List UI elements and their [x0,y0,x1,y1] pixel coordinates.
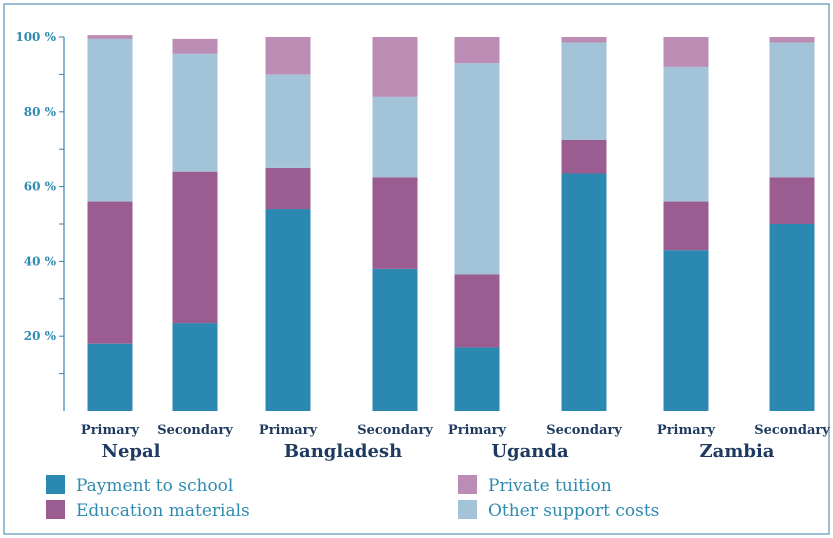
y-tick-label: 60 % [24,180,57,194]
x-category-label: Primary [81,423,140,438]
x-category-label: Secondary [754,423,830,438]
bar-segment [265,74,311,168]
x-group-label: Bangladesh [284,441,402,462]
legend: Payment to school Education materials Priv… [46,475,659,521]
x-category-label: Primary [259,423,318,438]
bar-segment [769,37,815,43]
bar-segment [372,96,418,178]
bar-segment [454,347,500,411]
bar-segment [561,139,607,174]
legend-label: Other support costs [488,501,659,521]
bar-segment [372,37,418,97]
x-category-label: Primary [657,423,716,438]
legend-swatch [46,500,65,519]
bar-segment [372,268,418,411]
x-group-label: Nepal [102,441,161,462]
bar-segment [172,38,218,54]
x-category-label: Primary [448,423,507,438]
bar-segment [454,37,500,64]
bar-segment [87,343,133,411]
bar-segment [265,209,311,411]
bar-segment [87,35,133,39]
bar-segment [172,171,218,324]
y-tick-label: 20 % [24,329,57,343]
x-axis-labels: Primary Secondary Nepal Primary Secondary Ban… [81,423,830,462]
bar-segment [454,63,500,275]
legend-label: Payment to school [76,476,233,496]
y-tick-label: 40 % [24,254,57,268]
bar-segment [561,173,607,411]
bar-segment [769,224,815,411]
bar-segment [561,37,607,43]
x-category-label: Secondary [546,423,622,438]
legend-swatch [458,475,477,494]
bar-segment [265,167,311,210]
legend-swatch [458,500,477,519]
x-category-label: Secondary [157,423,233,438]
bar-segment [372,177,418,269]
y-tick-label: 80 % [24,105,57,119]
x-group-label: Uganda [491,441,569,462]
y-tick-label: 100 % [15,30,56,44]
legend-label: Private tuition [488,476,612,496]
chart-frame [3,3,830,535]
bar-segment [663,66,709,202]
x-category-label: Secondary [357,423,433,438]
bar-segment [663,201,709,251]
bar-segment [454,274,500,348]
legend-swatch [46,475,65,494]
bar-segment [265,37,311,75]
bar-segment [172,323,218,411]
legend-label: Education materials [76,501,250,521]
bar-segment [769,177,815,224]
bar-segment [561,42,607,140]
bar-segment [87,38,133,202]
bar-segment [663,250,709,411]
bar-segment [87,201,133,344]
bar-segment [769,42,815,178]
bars-layer [87,35,815,411]
bar-segment [663,37,709,67]
y-axis: 20 % 40 % 60 % 80 % 100 % [15,30,65,411]
x-group-label: Zambia [700,441,775,462]
bar-segment [172,53,218,172]
